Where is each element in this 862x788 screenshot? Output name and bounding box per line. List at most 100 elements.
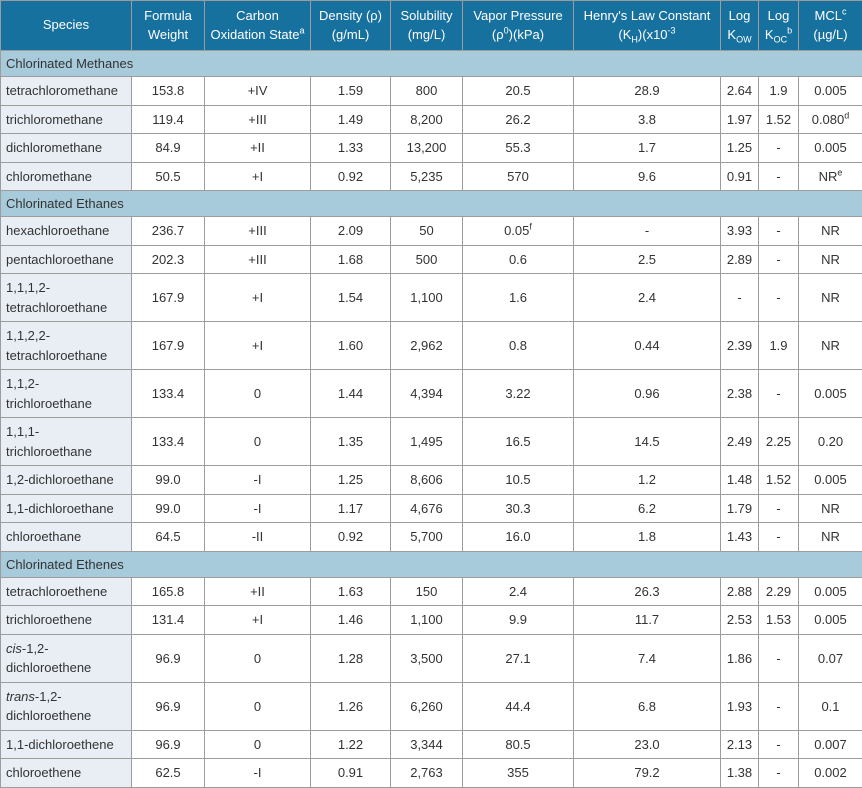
species-cell: 1,1,2,2-tetrachloroethane [1, 322, 132, 370]
cell-oxidation_state: +I [205, 606, 311, 635]
species-cell: chloroethene [1, 759, 132, 788]
cell-log_kow: 2.64 [721, 77, 759, 106]
cell-formula_weight: 131.4 [132, 606, 205, 635]
cell-vapor_pressure: 16.0 [463, 523, 574, 552]
column-header-solubility: Solubility(mg/L) [391, 1, 463, 51]
cell-vapor_pressure: 44.4 [463, 682, 574, 730]
cell-log_koc: 2.29 [759, 577, 799, 606]
cell-log_kow: 2.13 [721, 730, 759, 759]
cell-oxidation_state: +IV [205, 77, 311, 106]
cell-density: 2.09 [311, 217, 391, 246]
cell-mcl: 0.002 [799, 759, 862, 788]
cell-oxidation_state: 0 [205, 730, 311, 759]
cell-log_koc: - [759, 634, 799, 682]
column-header-mcl: MCLc(µg/L) [799, 1, 862, 51]
cell-log_koc: - [759, 217, 799, 246]
column-header-density: Density (ρ)(g/mL) [311, 1, 391, 51]
cell-log_koc: - [759, 523, 799, 552]
cell-formula_weight: 119.4 [132, 105, 205, 134]
cell-oxidation_state: +I [205, 322, 311, 370]
cell-density: 1.22 [311, 730, 391, 759]
cell-vapor_pressure: 0.05f [463, 217, 574, 246]
cell-henrys_constant: 28.9 [574, 77, 721, 106]
cell-density: 1.49 [311, 105, 391, 134]
cell-formula_weight: 99.0 [132, 466, 205, 495]
cell-mcl: 0.005 [799, 77, 862, 106]
cell-log_kow: 1.38 [721, 759, 759, 788]
cell-formula_weight: 96.9 [132, 730, 205, 759]
cell-solubility: 2,763 [391, 759, 463, 788]
cell-henrys_constant: 0.96 [574, 370, 721, 418]
species-cell: cis-1,2-dichloroethene [1, 634, 132, 682]
cell-solubility: 3,344 [391, 730, 463, 759]
cell-log_koc: - [759, 274, 799, 322]
species-cell: 1,2-dichloroethane [1, 466, 132, 495]
cell-vapor_pressure: 30.3 [463, 494, 574, 523]
cell-log_koc: - [759, 682, 799, 730]
cell-vapor_pressure: 2.4 [463, 577, 574, 606]
cell-mcl: 0.005 [799, 577, 862, 606]
cell-log_kow: 0.91 [721, 162, 759, 191]
cell-formula_weight: 133.4 [132, 418, 205, 466]
cell-oxidation_state: -I [205, 759, 311, 788]
species-cell: 1,1-dichloroethene [1, 730, 132, 759]
cell-density: 1.17 [311, 494, 391, 523]
cell-log_koc: - [759, 245, 799, 274]
cell-mcl: NR [799, 245, 862, 274]
species-cell: 1,1,2-trichloroethane [1, 370, 132, 418]
cell-density: 1.63 [311, 577, 391, 606]
cell-vapor_pressure: 55.3 [463, 134, 574, 163]
cell-formula_weight: 96.9 [132, 682, 205, 730]
cell-density: 1.44 [311, 370, 391, 418]
cell-oxidation_state: -I [205, 494, 311, 523]
cell-log_kow: 1.86 [721, 634, 759, 682]
cell-henrys_constant: - [574, 217, 721, 246]
cell-henrys_constant: 1.7 [574, 134, 721, 163]
cell-vapor_pressure: 16.5 [463, 418, 574, 466]
cell-formula_weight: 62.5 [132, 759, 205, 788]
cell-density: 1.59 [311, 77, 391, 106]
cell-log_kow: 1.48 [721, 466, 759, 495]
cell-log_kow: 2.53 [721, 606, 759, 635]
cell-formula_weight: 167.9 [132, 322, 205, 370]
cell-solubility: 8,606 [391, 466, 463, 495]
cell-log_koc: 1.9 [759, 322, 799, 370]
cell-oxidation_state: +I [205, 162, 311, 191]
cell-oxidation_state: -II [205, 523, 311, 552]
cell-log_kow: 2.89 [721, 245, 759, 274]
cell-formula_weight: 165.8 [132, 577, 205, 606]
column-header-vapor_pressure: Vapor Pressure(ρ0)(kPa) [463, 1, 574, 51]
cell-density: 1.60 [311, 322, 391, 370]
cell-density: 0.92 [311, 523, 391, 552]
cell-log_kow: 1.93 [721, 682, 759, 730]
cell-henrys_constant: 1.8 [574, 523, 721, 552]
cell-solubility: 1,495 [391, 418, 463, 466]
cell-mcl: NRe [799, 162, 862, 191]
species-cell: hexachloroethane [1, 217, 132, 246]
cell-log_koc: - [759, 759, 799, 788]
cell-solubility: 800 [391, 77, 463, 106]
cell-log_koc: - [759, 370, 799, 418]
cell-density: 1.68 [311, 245, 391, 274]
cell-log_kow: - [721, 274, 759, 322]
cell-formula_weight: 50.5 [132, 162, 205, 191]
cell-formula_weight: 84.9 [132, 134, 205, 163]
species-cell: trans-1,2-dichloroethene [1, 682, 132, 730]
species-cell: chloromethane [1, 162, 132, 191]
cell-mcl: NR [799, 494, 862, 523]
species-cell: tetrachloroethene [1, 577, 132, 606]
cell-mcl: NR [799, 217, 862, 246]
cell-log_kow: 1.43 [721, 523, 759, 552]
species-cell: 1,1-dichloroethane [1, 494, 132, 523]
cell-density: 1.26 [311, 682, 391, 730]
cell-solubility: 50 [391, 217, 463, 246]
